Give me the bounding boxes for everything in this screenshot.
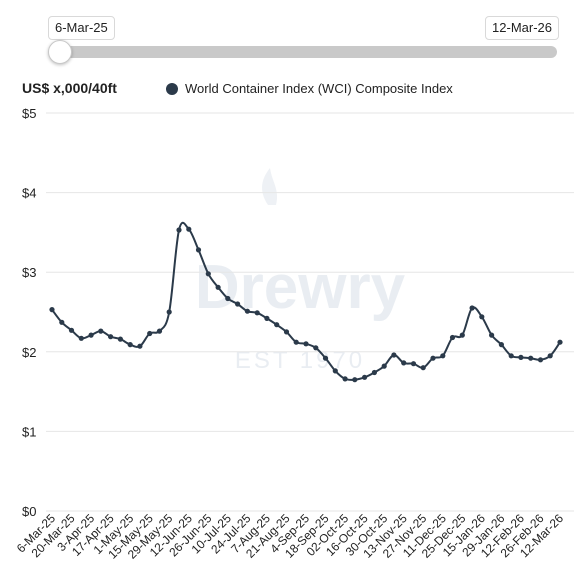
data-point[interactable] (352, 377, 358, 383)
data-point[interactable] (225, 295, 231, 302)
data-point[interactable] (127, 342, 133, 348)
data-point[interactable] (303, 341, 309, 347)
data-point[interactable] (205, 271, 211, 277)
data-point[interactable] (342, 376, 348, 382)
data-point[interactable] (430, 355, 436, 361)
watermark-flame-shape (262, 168, 278, 205)
data-point[interactable] (293, 339, 299, 345)
y-axis: $0 $1 $2 $3 $4 $5 (22, 106, 36, 519)
y-axis-unit-label: US$ x,000/40ft (22, 80, 117, 96)
legend[interactable]: World Container Index (WCI) Composite In… (166, 81, 453, 96)
data-point[interactable] (332, 368, 338, 374)
y-tick-label: $2 (22, 345, 36, 360)
y-tick-label: $1 (22, 424, 36, 439)
data-point[interactable] (371, 369, 377, 376)
data-point[interactable] (381, 363, 387, 369)
legend-marker (166, 82, 178, 95)
data-point[interactable] (508, 353, 514, 359)
data-point[interactable] (78, 335, 84, 341)
data-point[interactable] (49, 307, 55, 313)
data-point[interactable] (440, 353, 446, 359)
x-axis: 6-Mar-2520-Mar-253-Apr-2517-Apr-251-May-… (14, 511, 567, 562)
y-tick-label: $4 (22, 186, 36, 201)
data-point[interactable] (186, 226, 192, 232)
data-point[interactable] (391, 352, 397, 358)
data-point[interactable] (322, 355, 329, 361)
watermark-brand: Drewry (195, 253, 406, 322)
start-date-label: 6-Mar-25 (48, 16, 115, 40)
data-point[interactable] (547, 353, 553, 359)
data-point[interactable] (518, 354, 524, 360)
data-point[interactable] (469, 305, 475, 311)
legend-label: World Container Index (WCI) Composite In… (185, 81, 453, 96)
data-point[interactable] (98, 328, 104, 334)
y-tick-label: $3 (22, 265, 36, 280)
data-point[interactable] (557, 339, 563, 345)
data-point[interactable] (166, 309, 172, 315)
data-point[interactable] (68, 327, 75, 333)
data-point[interactable] (108, 334, 114, 340)
gridlines (46, 112, 574, 512)
y-tick-label: $0 (22, 504, 36, 519)
data-point[interactable] (244, 308, 250, 314)
data-point[interactable] (410, 361, 417, 367)
data-point[interactable] (117, 336, 123, 342)
data-point[interactable] (88, 332, 94, 338)
date-range-slider[interactable]: 6-Mar-25 12-Mar-26 (0, 0, 583, 70)
data-point[interactable] (176, 227, 182, 233)
slider-start-handle[interactable] (48, 40, 72, 64)
data-point[interactable] (489, 332, 495, 338)
data-point[interactable] (59, 319, 65, 325)
data-point[interactable] (235, 301, 241, 307)
data-point[interactable] (156, 328, 163, 334)
data-point[interactable] (459, 332, 465, 338)
slider-track[interactable] (50, 46, 557, 58)
data-point[interactable] (449, 334, 456, 341)
data-point[interactable] (528, 355, 534, 361)
data-point[interactable] (147, 330, 153, 337)
data-point[interactable] (137, 343, 143, 349)
data-point[interactable] (215, 284, 221, 290)
data-point[interactable] (420, 365, 426, 371)
drewry-watermark: Drewry EST 1970 (195, 168, 406, 374)
data-point[interactable] (479, 314, 485, 320)
series-points (49, 226, 563, 383)
data-point[interactable] (498, 342, 504, 348)
data-point[interactable] (274, 322, 280, 328)
data-point[interactable] (313, 345, 319, 351)
data-point[interactable] (264, 315, 270, 321)
y-tick-label: $5 (22, 106, 36, 121)
data-point[interactable] (195, 247, 202, 253)
data-point[interactable] (362, 374, 368, 380)
end-date-label: 12-Mar-26 (485, 16, 559, 40)
watermark-tagline: EST 1970 (235, 347, 365, 374)
data-point[interactable] (537, 357, 544, 363)
data-point[interactable] (401, 360, 407, 366)
data-point[interactable] (254, 310, 260, 316)
data-point[interactable] (283, 329, 290, 335)
